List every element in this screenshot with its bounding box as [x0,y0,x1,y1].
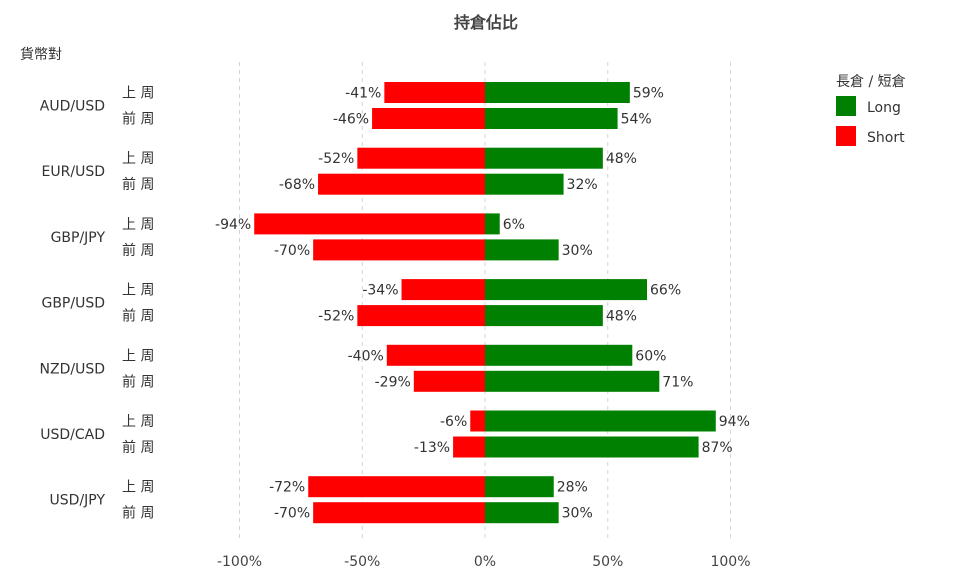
period-label: 上 周 [122,348,154,364]
legend-label-long: Long [867,100,901,116]
pair-label: USD/CAD [40,427,105,443]
short-bar [308,476,485,498]
short-value-label: -6% [440,414,467,430]
x-tick-label: -50% [344,554,380,570]
long-bar [485,344,633,366]
long-bar [485,436,699,458]
long-bar [485,305,603,327]
legend-swatch-short [836,126,856,146]
period-label: 上 周 [122,480,154,496]
long-value-label: 6% [503,217,525,233]
short-value-label: -34% [362,283,398,299]
short-value-label: -70% [274,243,310,259]
legend-title: 長倉 / 短倉 [836,74,906,90]
long-value-label: 59% [633,86,664,102]
short-value-label: -72% [269,480,305,496]
period-label: 上 周 [122,86,154,102]
x-tick-label: 50% [592,554,623,570]
short-bar [254,213,485,235]
pair-label: AUD/USD [40,99,105,115]
legend: 長倉 / 短倉 Long Short [836,74,906,146]
long-value-label: 28% [557,480,588,496]
short-bar [357,305,485,327]
long-value-label: 30% [562,506,593,522]
long-value-label: 48% [606,151,637,167]
long-bar [485,239,559,261]
short-bar [470,410,485,432]
short-bar [386,344,485,366]
long-bar [485,108,618,129]
period-label: 上 周 [122,283,154,299]
period-label: 上 周 [122,414,154,430]
long-bar [485,147,603,169]
short-bar [313,502,485,524]
period-label: 前 周 [122,505,154,522]
long-bar [485,370,660,392]
long-value-label: 66% [650,283,681,299]
period-label: 前 周 [122,439,154,456]
period-label: 前 周 [122,308,154,325]
period-label: 上 周 [122,217,154,233]
pair-label: GBP/USD [41,296,105,312]
long-bar [485,476,554,498]
period-label: 前 周 [122,111,154,128]
legend-swatch-long [836,96,856,116]
period-label: 前 周 [122,242,154,259]
x-axis: -100% -50% 0% 50% 100% [217,554,751,570]
long-value-label: 30% [562,243,593,259]
long-bar [485,173,564,195]
short-value-label: -41% [345,86,381,102]
period-label: 前 周 [122,176,154,193]
y-axis-title: 貨幣對 [20,46,62,63]
long-value-label: 60% [635,348,666,364]
short-value-label: -52% [318,151,354,167]
long-value-label: 94% [719,414,750,430]
pair-label: USD/JPY [50,493,106,509]
short-bar [372,108,485,129]
long-bar [485,502,559,524]
long-bar [485,82,630,103]
short-bar [313,239,485,261]
x-tick-label: 100% [710,554,750,570]
long-bar [485,279,648,301]
short-value-label: -70% [274,506,310,522]
long-bar [485,213,500,235]
short-bar [318,173,485,195]
short-bar [384,82,485,103]
x-tick-label: 0% [474,554,496,570]
legend-label-short: Short [867,130,905,146]
long-bar [485,410,716,432]
long-value-label: 71% [662,374,693,390]
short-value-label: -40% [348,348,384,364]
short-value-label: -94% [215,217,251,233]
pair-label: GBP/JPY [51,230,106,246]
short-bar [453,436,485,458]
long-value-label: 87% [702,440,733,456]
period-label: 前 周 [122,373,154,390]
period-label: 上 周 [122,151,154,167]
long-value-label: 54% [621,112,652,128]
short-value-label: -52% [318,309,354,325]
long-value-label: 32% [567,177,598,193]
pair-label: NZD/USD [40,361,105,377]
long-value-label: 48% [606,309,637,325]
short-value-label: -46% [333,112,369,128]
short-bar [401,279,485,301]
pair-label: EUR/USD [42,164,105,180]
short-bar [357,147,485,169]
chart-title: 持倉佔比 [454,13,518,32]
grid-lines [239,62,731,540]
bars: -41% 59% -46% 54% -52% 48% -68% 32% -94% 6% -70% 30… [215,82,750,524]
short-value-label: -68% [279,177,315,193]
x-tick-label: -100% [217,554,262,570]
short-bar [413,370,485,392]
short-value-label: -13% [414,440,450,456]
short-value-label: -29% [375,374,411,390]
